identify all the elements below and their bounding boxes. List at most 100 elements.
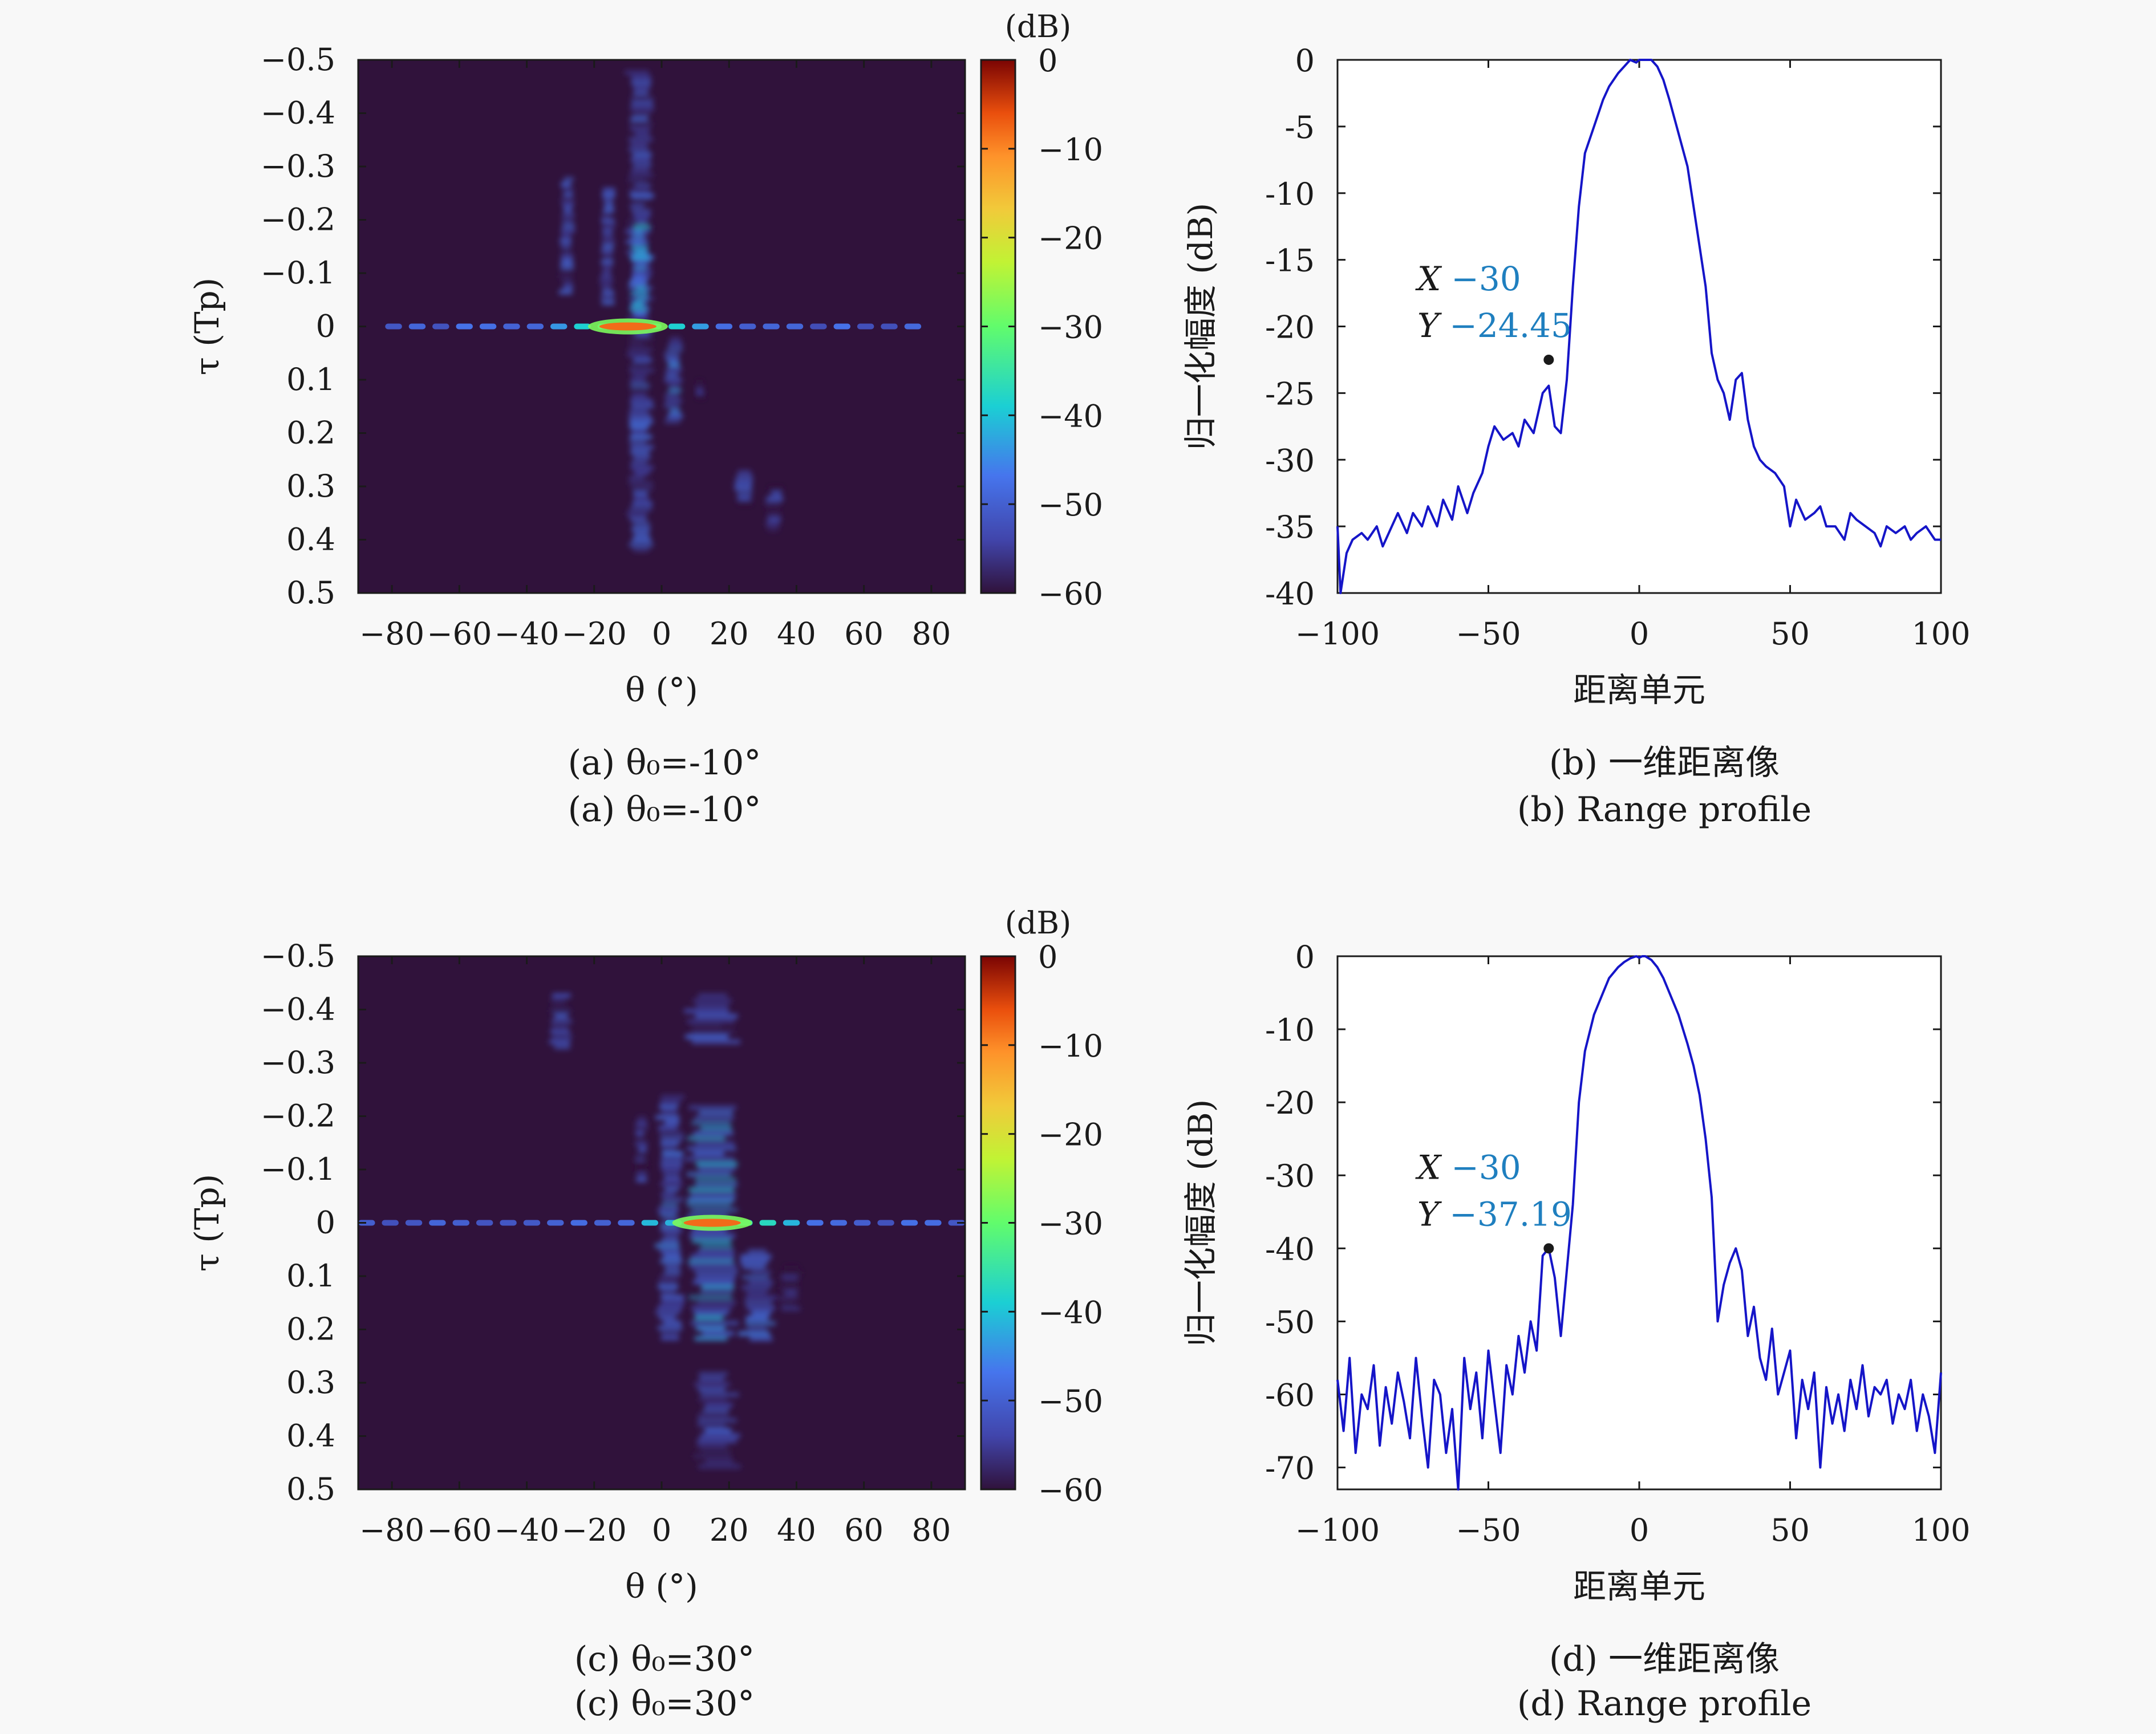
panel-c-blob-stripe [700, 1290, 733, 1294]
panel-b-x-tick-label: 100 [1911, 616, 1970, 652]
panel-b-y-tick-label: -35 [1265, 509, 1315, 545]
panel-c-blob-stripe [700, 1434, 740, 1438]
panel-a-zero-delay-segment [833, 323, 851, 330]
panel-c-blob-stripe [637, 1172, 647, 1177]
panel-a-blob-stripe [603, 208, 614, 213]
panel-a-zero-delay-segment [408, 323, 426, 330]
panel-c-blob-stripe [689, 1233, 735, 1238]
panel-c-blob-stripe [660, 1100, 680, 1104]
panel-a-blob-stripe [630, 157, 651, 162]
panel-d-annotation-x-value: −30 [1451, 1148, 1521, 1187]
panel-c-zero-delay-segment [500, 1220, 517, 1226]
panel-a-blob-stripe [633, 91, 649, 95]
panel-c-blob-stripe [635, 1142, 647, 1146]
panel-c-blob-stripe [693, 1280, 735, 1284]
panel-c-blob-stripe [745, 1316, 769, 1321]
panel-c-zero-delay-segment [641, 1220, 659, 1226]
panel-a-blob-stripe [629, 342, 645, 347]
panel-c-blob-stripe [740, 1260, 769, 1264]
panel-c-blob-stripe [664, 1269, 681, 1274]
panel-c-blob-stripe [688, 1187, 734, 1192]
panel-a-blob-stripe [564, 192, 573, 197]
panel-a-blob-stripe [630, 506, 652, 511]
panel-c-axes: −80 −60 −40 −20 0 20 40 60 80 −0.5 −0.4 −0.3 −0.2 −0.… [188, 938, 966, 1606]
panel-c-zero-delay-segment [523, 1220, 541, 1226]
panel-b-y-tick-label: -20 [1265, 310, 1315, 346]
panel-c-blob-stripe [695, 1141, 735, 1146]
panel-a-blob-stripe [771, 492, 782, 496]
panel-a-blob-stripe [768, 486, 783, 491]
panel-c-zero-delay-segment [476, 1220, 493, 1226]
panel-c-blob-stripe [661, 1336, 679, 1341]
panel-c-zero-delay-segment [570, 1220, 587, 1226]
panel-a-blob-stripe [561, 243, 571, 248]
panel-a-blob-stripe [602, 265, 613, 269]
panel-c-blob-stripe [660, 1182, 683, 1187]
panel-c-blob-stripe [699, 1377, 724, 1382]
panel-a-zero-delay-segment [881, 323, 898, 330]
panel-a-blob-stripe [602, 290, 614, 295]
panel-a-blob-stripe [632, 373, 648, 377]
panel-a-x-tick-label: −20 [562, 616, 627, 652]
panel-a-blob-stripe [602, 193, 615, 197]
panel-c-blob-stripe [660, 1238, 679, 1243]
panel-c-blob-stripe [552, 993, 571, 998]
panel-c-blob [738, 1249, 777, 1341]
panel-a-blob-stripe [664, 404, 679, 408]
panel-b-y-tick-label: -15 [1265, 243, 1315, 279]
panel-a-blob-stripe [631, 245, 648, 250]
panel-c-blob-stripe [704, 1428, 732, 1433]
panel-b-caption: (b) 一维距离像 (b) Range profile [1517, 743, 1811, 830]
panel-c-blob-stripe [659, 1315, 676, 1320]
panel-c-zero-delay-segment [547, 1220, 564, 1226]
panel-c-blob-stripe [658, 1305, 683, 1310]
panel-c-blob-stripe [699, 1110, 733, 1115]
panel-c-blob-stripe [703, 1408, 730, 1412]
panel-a-caption-en: (a) θ₀=-10° [568, 790, 761, 830]
panel-c-x-tick-label: 80 [912, 1512, 951, 1548]
panel-c-y-tick-label: 0.5 [286, 1471, 335, 1507]
panel-c-blob-stripe [693, 998, 732, 1003]
panel-d-y-tick-label: -20 [1265, 1085, 1315, 1121]
panel-c-blob-stripe [698, 1413, 729, 1418]
panel-a: −80 −60 −40 −20 0 20 40 60 80−0.5−0.4−0.3−0.2−0.… [188, 9, 1103, 830]
panel-a-colorbar: 0 −10 −20 −30 −40 −50 −60 (dB) [980, 9, 1103, 612]
panel-a-colorbar-tick-label: −20 [1038, 221, 1103, 257]
panel-a-blob-stripe [634, 532, 650, 537]
panel-a-zero-delay-segment [810, 323, 827, 330]
panel-a-blob-stripe [633, 276, 646, 281]
panel-c-y-tick-label: 0.4 [286, 1418, 335, 1454]
panel-a-blob-stripe [664, 419, 680, 424]
panel-a-blob-stripe [636, 220, 647, 224]
panel-c-blob-stripe [745, 1321, 776, 1326]
panel-c-blob-stripe [695, 1182, 737, 1187]
panel-a-blob-stripe [563, 279, 573, 284]
panel-c-blob-stripe [700, 1244, 732, 1248]
panel-a-blob-stripe [561, 254, 573, 258]
panel-a-blob-stripe [635, 332, 650, 336]
panel-a-blob-stripe [632, 255, 650, 260]
panel-d-annotation-y-label: Y [1417, 1195, 1442, 1233]
panel-c-blob-stripe [700, 1449, 731, 1453]
panel-c-y-tick-label: −0.2 [261, 1098, 335, 1134]
panel-c-blob-stripe [551, 1019, 572, 1024]
panel-d-annotation-marker [1543, 1243, 1554, 1254]
panel-a-blob-stripe [664, 352, 679, 357]
panel-a-zero-delay-segment [668, 323, 686, 330]
panel-a-blob-stripe [630, 173, 654, 177]
panel-b-annotation-x: X −30 [1415, 259, 1521, 298]
panel-c-blob-stripe [695, 1269, 739, 1274]
panel-a-blob-stripe [602, 300, 615, 305]
panel-a-blob-stripe [668, 383, 680, 388]
panel-c-blob-stripe [781, 1306, 800, 1311]
panel-d-y-tick-label: -60 [1265, 1377, 1315, 1413]
panel-a-blob-stripe [562, 187, 574, 192]
panel-a-blob-stripe [628, 178, 647, 182]
panel-d-y-tick-label: -10 [1265, 1012, 1315, 1048]
panel-a-y-tick-label: −0.5 [261, 42, 335, 78]
panel-a-blob-stripe [666, 358, 679, 362]
panel-b-caption-cn: (b) 一维距离像 [1549, 743, 1780, 783]
panel-b-x-axis-label: 距离单元 [1573, 671, 1705, 709]
panel-c-blob-stripe [655, 1115, 680, 1120]
panel-a-heatmap [358, 60, 965, 593]
